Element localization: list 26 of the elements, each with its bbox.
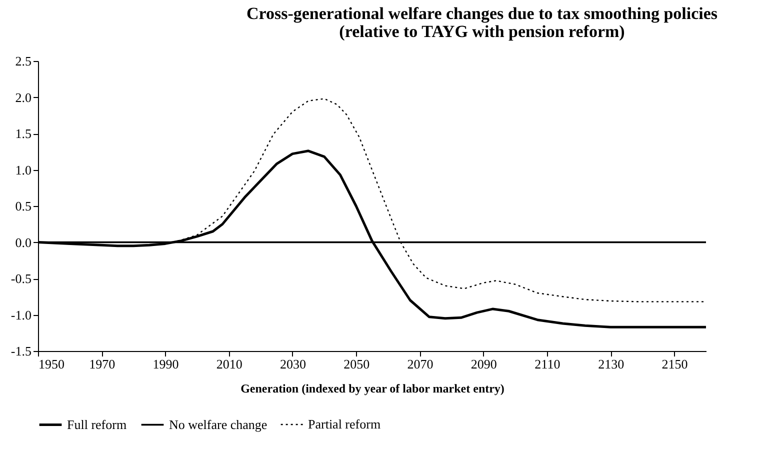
legend-label: Partial reform — [308, 416, 381, 432]
chart-subtitle: (relative to TAYG with pension reform) — [339, 22, 625, 41]
y-tick-label: -1.5 — [10, 344, 32, 358]
y-tick-label: -1.0 — [10, 307, 32, 322]
x-tick-label: 2050 — [344, 356, 370, 372]
x-tick-label: 2130 — [598, 356, 624, 372]
x-tick-label: 2030 — [280, 356, 306, 372]
y-tick-label: 1.0 — [15, 162, 32, 178]
x-tick-label: 1950 — [38, 356, 64, 372]
x-tick-label: 2010 — [216, 356, 242, 372]
legend-label: No welfare change — [169, 416, 268, 432]
y-tick-label: -0.5 — [10, 271, 32, 286]
y-tick-label: 0.5 — [15, 198, 32, 214]
y-tick-label: 1.5 — [15, 126, 32, 141]
x-tick-label: 2070 — [407, 356, 434, 372]
x-axis-title: Generation (indexed by year of labor market entry) — [240, 382, 504, 396]
x-tick-label: 1990 — [152, 356, 179, 372]
x-tick-label: 1970 — [89, 356, 116, 372]
y-tick-label: 2.5 — [15, 54, 32, 68]
legend-label: Full reform — [67, 416, 127, 432]
chart-title: Cross-generational welfare changes due to tax smoothing policies — [246, 4, 718, 23]
y-tick-label: 0.0 — [15, 234, 32, 250]
x-tick-label: 2090 — [470, 356, 497, 372]
y-tick-label: 2.0 — [15, 90, 32, 105]
x-tick-label: 2150 — [662, 356, 688, 372]
x-tick-label: 2110 — [534, 356, 560, 372]
